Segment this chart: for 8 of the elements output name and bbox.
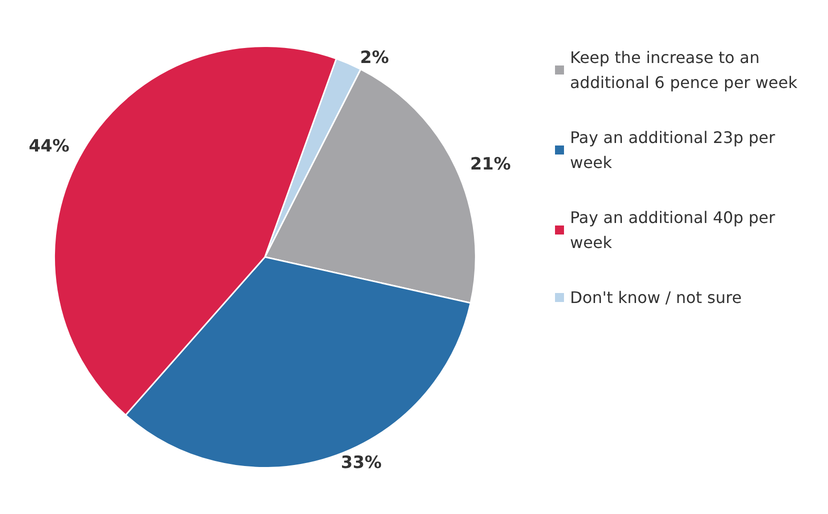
legend-label: Pay an additional 40p per week [570, 208, 780, 252]
legend-label: Don't know / not sure [570, 288, 742, 307]
data-label: 33% [340, 453, 382, 474]
legend-label: Pay an additional 23p per week [570, 128, 780, 172]
legend-label: Keep the increase to an additional 6 pence per week [570, 48, 798, 92]
data-label: 21% [470, 154, 511, 175]
data-label: 2% [360, 48, 389, 68]
data-label: 44% [28, 136, 70, 157]
